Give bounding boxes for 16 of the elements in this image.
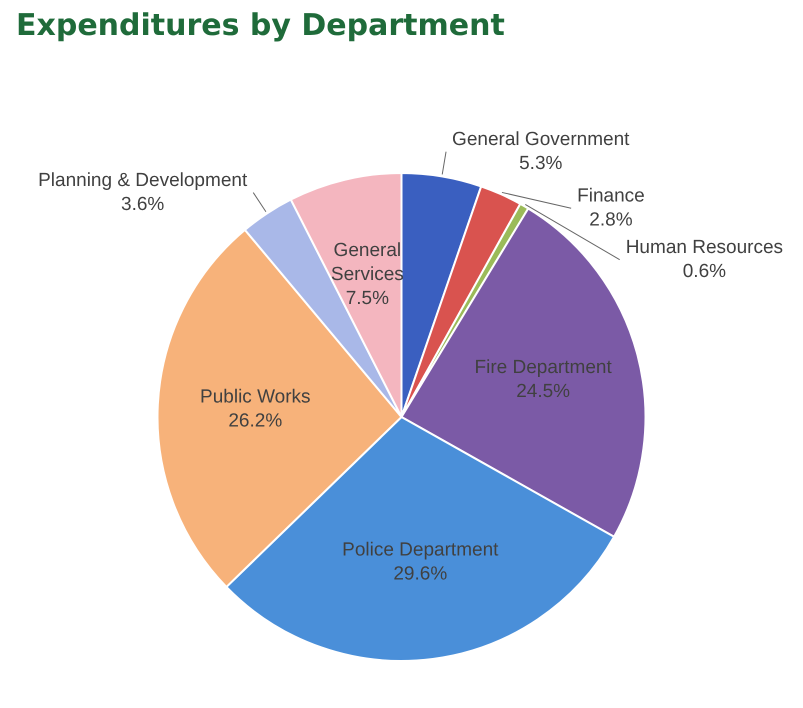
data-label: 29.6%: [393, 563, 448, 584]
slice-label: Public Works: [200, 386, 311, 408]
data-label: 0.6%: [682, 260, 726, 282]
slice-label: Planning & Development: [38, 170, 248, 191]
data-label: 26.2%: [228, 410, 282, 432]
slice-label: Police Department: [342, 539, 500, 560]
data-label: 3.6%: [121, 194, 164, 215]
chart-title: Expenditures by Department: [16, 8, 506, 45]
slice-label: Fire Department: [474, 357, 612, 378]
data-label: 24.5%: [516, 381, 570, 402]
data-label: 2.8%: [589, 209, 633, 230]
data-label: 5.3%: [519, 152, 563, 174]
slice-label: Finance: [577, 185, 645, 206]
data-label: 7.5%: [346, 288, 390, 309]
slice-label: Human Resources: [626, 236, 784, 258]
slice-label: General Government: [452, 128, 630, 150]
